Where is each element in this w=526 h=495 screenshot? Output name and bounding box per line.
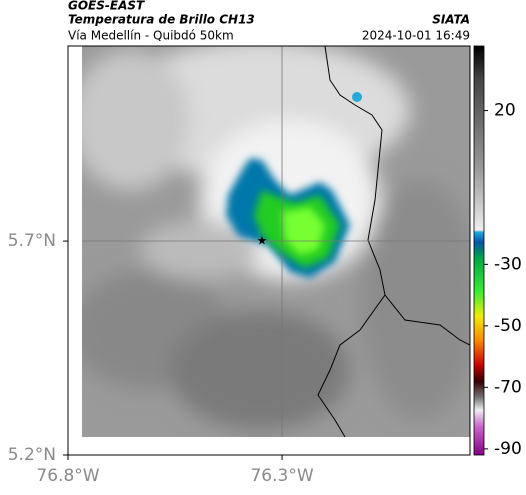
- colorbar-tick-label: -90: [494, 439, 522, 459]
- colorbar-tick-label: -70: [494, 377, 522, 397]
- colorbar-tick-label: 20: [494, 101, 516, 121]
- x-tick-label: 76.8°W: [36, 466, 99, 486]
- svg-text:★: ★: [257, 234, 268, 248]
- product: Temperatura de Brillo CH13: [68, 13, 255, 27]
- colorbar-tick-label: -50: [494, 316, 522, 336]
- y-tick-label: 5.2°N: [8, 445, 56, 465]
- location: Vía Medellín - Quibdó 50km: [68, 29, 234, 43]
- satellite-image: ★: [82, 46, 470, 437]
- datetime: 2024-10-01 16:49: [362, 29, 470, 43]
- map-frame: [67, 45, 471, 456]
- y-tick-label: 5.7°N: [8, 231, 56, 251]
- colorbar: [473, 45, 485, 456]
- colorbar-tick-label: -30: [494, 254, 522, 274]
- x-tick-label: 76.3°W: [250, 466, 313, 486]
- satellite: GOES-EAST: [68, 0, 145, 13]
- source: SIATA: [432, 13, 470, 27]
